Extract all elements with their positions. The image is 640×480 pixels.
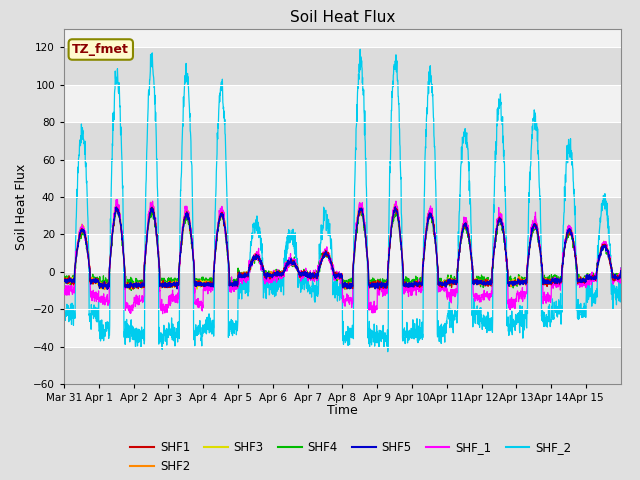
SHF4: [542, 276, 550, 282]
SHF4: [127, 288, 135, 293]
SHF3: [193, 286, 201, 292]
SHF4: [116, 211, 124, 217]
SHF2: [511, 281, 518, 287]
SHF4: [511, 281, 518, 287]
SHF_1: [376, 283, 384, 288]
SHF_2: [116, 95, 124, 100]
SHF_2: [356, 47, 364, 52]
SHF5: [392, 204, 399, 210]
SHF3: [116, 211, 124, 216]
Bar: [64, 197, 621, 234]
SHF_2: [384, 349, 392, 355]
SHF_2: [542, 319, 550, 324]
SHF1: [511, 278, 518, 284]
SHF3: [376, 282, 384, 288]
SHF2: [60, 278, 68, 284]
SHF1: [617, 268, 625, 274]
Bar: [64, 347, 621, 384]
SHF2: [376, 284, 384, 289]
SHF2: [609, 274, 617, 280]
SHF1: [392, 204, 399, 210]
SHF5: [542, 278, 550, 284]
SHF5: [116, 216, 124, 222]
SHF4: [609, 272, 617, 277]
SHF_2: [617, 265, 625, 271]
Bar: [64, 272, 621, 309]
SHF3: [511, 280, 518, 286]
SHF_2: [60, 323, 68, 328]
SHF1: [236, 272, 244, 278]
SHF1: [376, 287, 383, 293]
SHF4: [236, 272, 244, 278]
SHF3: [609, 274, 617, 280]
SHF_1: [609, 281, 617, 287]
X-axis label: Time: Time: [327, 405, 358, 418]
Line: SHF5: SHF5: [64, 207, 621, 289]
SHF1: [60, 278, 68, 284]
Bar: [64, 122, 621, 160]
SHF_1: [60, 290, 68, 296]
SHF_1: [511, 299, 518, 304]
SHF5: [236, 272, 244, 277]
SHF3: [617, 270, 625, 276]
SHF5: [617, 268, 625, 274]
Text: TZ_fmet: TZ_fmet: [72, 43, 129, 56]
SHF3: [542, 278, 550, 284]
SHF5: [609, 274, 617, 280]
Line: SHF4: SHF4: [64, 209, 621, 290]
Line: SHF_2: SHF_2: [64, 49, 621, 352]
SHF2: [113, 201, 120, 207]
SHF_2: [236, 287, 244, 293]
SHF3: [148, 200, 156, 205]
Line: SHF2: SHF2: [64, 204, 621, 289]
SHF2: [542, 276, 550, 281]
SHF_2: [609, 287, 617, 293]
SHF_1: [116, 212, 124, 217]
SHF4: [376, 279, 384, 285]
SHF5: [60, 277, 68, 283]
SHF1: [609, 275, 617, 281]
SHF5: [511, 282, 518, 288]
SHF3: [236, 273, 244, 279]
SHF4: [617, 266, 625, 272]
SHF5: [376, 282, 384, 288]
Y-axis label: Soil Heat Flux: Soil Heat Flux: [15, 163, 28, 250]
SHF_2: [376, 332, 384, 338]
Line: SHF_1: SHF_1: [64, 200, 621, 314]
SHF2: [116, 216, 124, 222]
SHF4: [60, 273, 68, 278]
SHF2: [100, 287, 108, 292]
SHF2: [236, 274, 244, 279]
SHF_1: [617, 265, 625, 271]
SHF5: [104, 287, 111, 292]
Legend: SHF1, SHF2, SHF3, SHF4, SHF5, SHF_1, SHF_2: SHF1, SHF2, SHF3, SHF4, SHF5, SHF_1, SHF…: [125, 436, 576, 478]
Line: SHF1: SHF1: [64, 207, 621, 290]
SHF1: [542, 278, 550, 284]
Bar: [64, 48, 621, 85]
Line: SHF3: SHF3: [64, 203, 621, 289]
SHF3: [60, 278, 68, 284]
SHF_2: [511, 318, 518, 324]
SHF4: [391, 206, 399, 212]
SHF_1: [113, 197, 120, 203]
Title: Soil Heat Flux: Soil Heat Flux: [290, 10, 395, 25]
SHF_1: [159, 311, 166, 317]
SHF_1: [236, 273, 244, 278]
SHF1: [116, 216, 124, 221]
SHF_1: [542, 295, 550, 300]
SHF1: [376, 285, 384, 291]
SHF2: [617, 269, 625, 275]
